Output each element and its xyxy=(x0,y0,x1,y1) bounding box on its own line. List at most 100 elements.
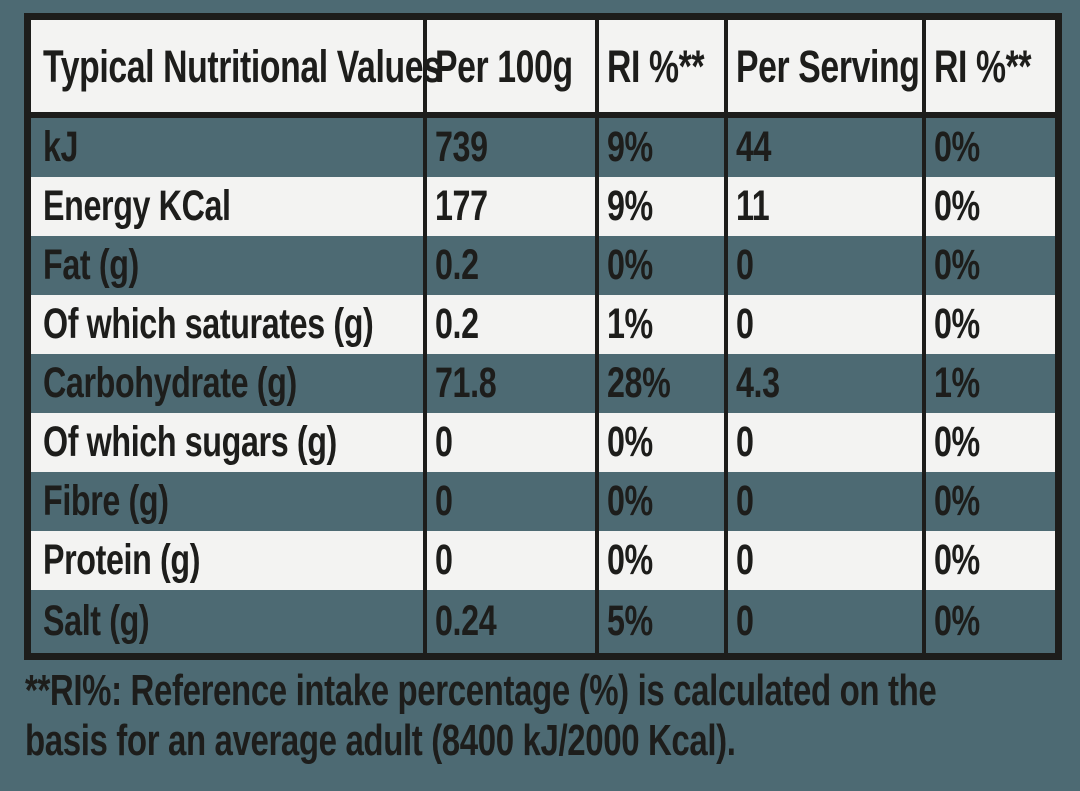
per-serving-value: 0 xyxy=(736,418,754,466)
ri-serving-value: 0% xyxy=(933,477,980,525)
row-label: Fat (g) xyxy=(43,241,139,289)
table-row-carbohydrate: Carbohydrate (g) 71.8 28% 4.3 1% xyxy=(31,354,1055,413)
per-100g-value: 0.24 xyxy=(435,597,497,645)
header-cell-typical-nutritional-values: Typical Nutritional Values xyxy=(31,20,442,112)
header-cell-per-serving: Per Serving xyxy=(728,20,926,112)
per-100g-cell: 0 xyxy=(427,531,600,590)
row-label-cell: Salt (g) xyxy=(31,590,428,653)
header-label: Typical Nutritional Values xyxy=(43,40,442,92)
per-100g-value: 0.2 xyxy=(435,300,479,348)
ri-100g-value: 5% xyxy=(607,597,654,645)
ri-100g-cell: 0% xyxy=(599,531,729,590)
ri-100g-value: 0% xyxy=(607,418,654,466)
ri-serving-value: 0% xyxy=(933,597,980,645)
per-serving-value: 0 xyxy=(736,597,754,645)
ri-serving-cell: 1% xyxy=(926,354,1055,413)
header-cell-ri-percent-serving: RI %** xyxy=(926,20,1055,112)
row-label: Carbohydrate (g) xyxy=(43,359,297,407)
ri-serving-value: 1% xyxy=(933,359,980,407)
per-serving-cell: 0 xyxy=(728,295,926,354)
per-serving-value: 0 xyxy=(736,477,754,525)
per-serving-cell: 44 xyxy=(728,118,926,177)
table-row-energy-kcal: Energy KCal 177 9% 11 0% xyxy=(31,177,1055,236)
ri-footnote-line2: basis for an average adult (8400 kJ/2000… xyxy=(25,716,736,765)
header-label: Per Serving xyxy=(736,40,920,92)
ri-100g-value: 0% xyxy=(607,241,654,289)
row-label: Fibre (g) xyxy=(43,477,169,525)
row-label-cell: Carbohydrate (g) xyxy=(31,354,428,413)
ri-100g-value: 1% xyxy=(607,300,654,348)
per-100g-cell: 0.2 xyxy=(427,295,600,354)
row-label-cell: Of which saturates (g) xyxy=(31,295,428,354)
row-label: Salt (g) xyxy=(43,597,150,645)
row-label: Of which saturates (g) xyxy=(43,300,374,348)
per-100g-value: 0 xyxy=(435,477,453,525)
per-serving-cell: 0 xyxy=(728,236,926,295)
row-label-cell: Protein (g) xyxy=(31,531,428,590)
ri-100g-cell: 0% xyxy=(599,236,729,295)
per-100g-value: 71.8 xyxy=(435,359,497,407)
per-serving-cell: 0 xyxy=(728,472,926,531)
ri-footnote-line1: **RI%: Reference intake percentage (%) i… xyxy=(25,666,937,715)
ri-serving-value: 0% xyxy=(933,241,980,289)
ri-100g-cell: 28% xyxy=(599,354,729,413)
ri-100g-value: 9% xyxy=(607,123,654,171)
ri-serving-value: 0% xyxy=(933,418,980,466)
ri-serving-value: 0% xyxy=(933,182,980,230)
ri-100g-cell: 5% xyxy=(599,590,729,653)
ri-serving-cell: 0% xyxy=(926,118,1055,177)
table-row-sugars: Of which sugars (g) 0 0% 0 0% xyxy=(31,413,1055,472)
row-label-cell: Energy KCal xyxy=(31,177,428,236)
ri-100g-cell: 0% xyxy=(599,472,729,531)
per-serving-value: 11 xyxy=(736,182,770,230)
ri-100g-cell: 0% xyxy=(599,413,729,472)
row-label-cell: Fat (g) xyxy=(31,236,428,295)
ri-100g-value: 9% xyxy=(607,182,654,230)
per-100g-value: 177 xyxy=(435,182,488,230)
row-label-cell: Of which sugars (g) xyxy=(31,413,428,472)
ri-serving-cell: 0% xyxy=(926,295,1055,354)
ri-serving-value: 0% xyxy=(933,123,980,171)
ri-serving-cell: 0% xyxy=(926,531,1055,590)
row-label: Protein (g) xyxy=(43,536,201,584)
per-serving-value: 0 xyxy=(736,536,754,584)
ri-serving-cell: 0% xyxy=(926,236,1055,295)
row-label-cell: kJ xyxy=(31,118,428,177)
ri-100g-cell: 9% xyxy=(599,118,729,177)
header-label: Per 100g xyxy=(435,40,573,92)
per-serving-cell: 0 xyxy=(728,413,926,472)
per-100g-value: 739 xyxy=(435,123,488,171)
header-cell-ri-percent-100g: RI %** xyxy=(599,20,729,112)
per-100g-cell: 739 xyxy=(427,118,600,177)
per-serving-value: 0 xyxy=(736,300,754,348)
table-row-fibre: Fibre (g) 0 0% 0 0% xyxy=(31,472,1055,531)
per-100g-cell: 0.24 xyxy=(427,590,600,653)
nutritional-values-table: Typical Nutritional Values Per 100g RI %… xyxy=(24,13,1062,660)
table-row-saturates: Of which saturates (g) 0.2 1% 0 0% xyxy=(31,295,1055,354)
ri-100g-value: 0% xyxy=(607,477,654,525)
header-cell-per-100g: Per 100g xyxy=(427,20,600,112)
per-100g-cell: 71.8 xyxy=(427,354,600,413)
per-serving-value: 4.3 xyxy=(736,359,781,407)
table-row-salt: Salt (g) 0.24 5% 0 0% xyxy=(31,590,1055,653)
ri-100g-cell: 1% xyxy=(599,295,729,354)
per-serving-value: 44 xyxy=(736,123,772,171)
per-100g-cell: 0 xyxy=(427,413,600,472)
per-100g-cell: 0 xyxy=(427,472,600,531)
table-header-row: Typical Nutritional Values Per 100g RI %… xyxy=(31,20,1055,118)
row-label: kJ xyxy=(43,123,79,171)
per-serving-cell: 4.3 xyxy=(728,354,926,413)
table-row-protein: Protein (g) 0 0% 0 0% xyxy=(31,531,1055,590)
per-100g-value: 0 xyxy=(435,536,453,584)
header-label: RI %** xyxy=(607,40,705,92)
per-100g-cell: 177 xyxy=(427,177,600,236)
header-label: RI %** xyxy=(933,40,1032,92)
ri-serving-cell: 0% xyxy=(926,472,1055,531)
ri-serving-cell: 0% xyxy=(926,590,1055,653)
ri-serving-cell: 0% xyxy=(926,177,1055,236)
per-serving-value: 0 xyxy=(736,241,754,289)
ri-100g-cell: 9% xyxy=(599,177,729,236)
ri-100g-value: 28% xyxy=(607,359,671,407)
per-serving-cell: 0 xyxy=(728,590,926,653)
